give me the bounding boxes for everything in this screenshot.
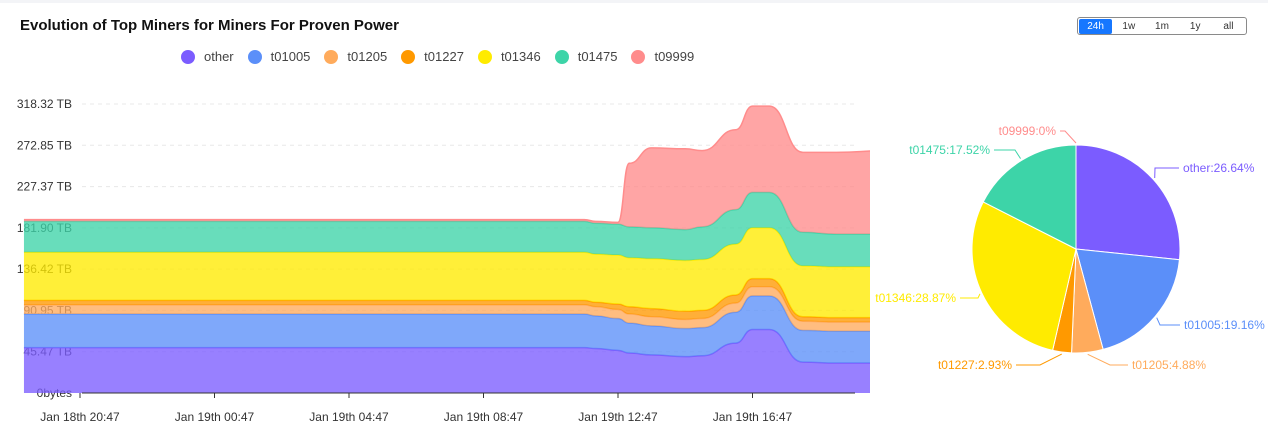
legend-item-t01205[interactable]: t01205 xyxy=(324,49,387,64)
pie-label-line xyxy=(1060,130,1077,144)
pie-label-t09999: t09999:0% xyxy=(999,124,1057,138)
area-series-other[interactable] xyxy=(23,329,870,394)
area-line-t09999 xyxy=(23,105,870,224)
y-tick-label: 318.32 TB xyxy=(17,97,72,111)
x-tick-label: Jan 19th 12:47 xyxy=(578,410,658,424)
range-button-1m[interactable]: 1m xyxy=(1155,20,1169,32)
legend-item-t01475[interactable]: t01475 xyxy=(554,49,618,64)
range-button-24h[interactable]: 24h xyxy=(1079,18,1113,34)
x-tick-label: Jan 19th 08:47 xyxy=(444,410,524,424)
legend-item-other[interactable]: other xyxy=(181,49,234,64)
pie-label-t01227: t01227:2.93% xyxy=(938,358,1012,372)
x-tick-label: Jan 18th 20:47 xyxy=(40,410,120,424)
pie-slice-t01475[interactable] xyxy=(982,144,1077,250)
legend-label: t01205 xyxy=(347,49,388,64)
area-series-t01475[interactable] xyxy=(23,192,870,267)
pie-label-line xyxy=(1016,353,1062,366)
chart-card: Evolution of Top Miners for Miners For P… xyxy=(0,3,1268,447)
pie-slice-other[interactable] xyxy=(1075,144,1181,261)
legend-dot xyxy=(631,49,646,64)
pie-label-line xyxy=(960,293,981,299)
pie-label-line xyxy=(1087,353,1128,366)
y-tick-label: 227.37 TB xyxy=(17,180,72,194)
pie-label-line xyxy=(1154,167,1179,179)
y-tick-label: 272.85 TB xyxy=(17,138,72,152)
pie-label-t01005: t01005:19.16% xyxy=(1184,318,1265,332)
pie-slice-t01005[interactable] xyxy=(1075,248,1180,351)
legend-label: t01227 xyxy=(424,49,464,64)
area-series-t09999[interactable] xyxy=(23,106,870,235)
legend: other t01005 t01205 t01227 t01346 t01475… xyxy=(181,49,708,64)
pie-label-other: other:26.64% xyxy=(1183,161,1255,175)
legend-dot xyxy=(477,49,492,64)
pie-slice-t01346[interactable] xyxy=(971,201,1077,351)
legend-dot xyxy=(324,49,339,64)
range-button-1w[interactable]: 1w xyxy=(1122,20,1136,32)
legend-item-t01005[interactable]: t01005 xyxy=(247,49,311,64)
pie-chart: other:26.64% t01005:19.16% t01205:4.88% t01… xyxy=(875,124,1265,372)
area-series-t01205[interactable] xyxy=(23,286,870,332)
stacked-area-chart: 0bytes45.47 TB90.95 TB136.42 TB181.90 TB… xyxy=(17,97,870,424)
legend-label: t01475 xyxy=(577,49,618,64)
x-tick-label: Jan 19th 04:47 xyxy=(309,410,389,424)
pie-label-t01346: t01346:28.87% xyxy=(875,291,956,305)
pie-label-line xyxy=(994,149,1021,159)
legend-label: t01346 xyxy=(500,49,541,64)
area-series-t01005[interactable] xyxy=(23,295,870,364)
area-series-t01227[interactable] xyxy=(23,278,870,323)
legend-item-t01346[interactable]: t01346 xyxy=(477,49,541,64)
legend-label: other xyxy=(204,49,234,64)
legend-dot xyxy=(247,49,262,64)
legend-label: t01005 xyxy=(270,49,311,64)
legend-dot xyxy=(554,49,569,64)
pie-label-t01205: t01205:4.88% xyxy=(1132,358,1206,372)
legend-dot xyxy=(181,49,195,64)
legend-item-t01227[interactable]: t01227 xyxy=(401,49,464,64)
range-button-1y[interactable]: 1y xyxy=(1189,20,1201,32)
pie-label-line xyxy=(1156,317,1180,326)
legend-label: t09999 xyxy=(654,49,695,64)
range-button-all[interactable]: all xyxy=(1223,20,1234,32)
page-title: Evolution of Top Miners for Miners For P… xyxy=(20,17,399,34)
time-range-selector: 24h 1w 1m 1y all xyxy=(1077,17,1247,35)
legend-dot xyxy=(401,49,416,64)
x-tick-label: Jan 19th 16:47 xyxy=(713,410,793,424)
area-series-t01346[interactable] xyxy=(23,227,870,318)
x-tick-label: Jan 19th 00:47 xyxy=(175,410,255,424)
pie-label-t01475: t01475:17.52% xyxy=(909,143,990,157)
legend-item-t09999[interactable]: t09999 xyxy=(631,49,694,64)
